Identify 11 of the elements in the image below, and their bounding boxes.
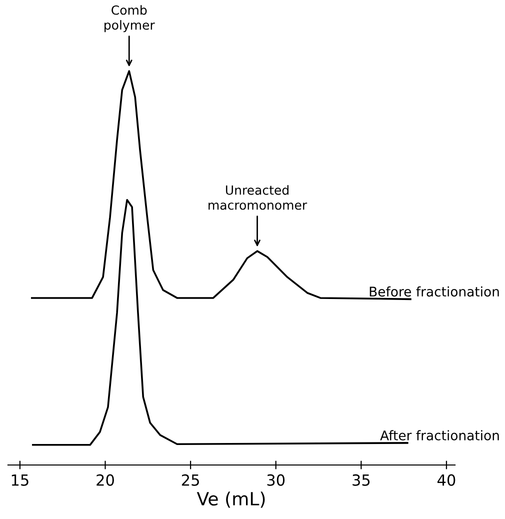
annotation: Unreacted macromonomer bbox=[208, 185, 308, 210]
x-tick-label: 15 bbox=[12, 474, 28, 486]
series-label: Before fractionation bbox=[370, 286, 499, 297]
x-tick-label: 40 bbox=[437, 474, 456, 486]
x-tick-label: 30 bbox=[267, 474, 285, 486]
annotation: Comb polymer bbox=[104, 5, 155, 32]
x-tick-label: 35 bbox=[352, 474, 370, 486]
x-tick-label: 20 bbox=[96, 474, 114, 486]
series-label: After fractionation bbox=[380, 430, 499, 440]
x-tick-label: 25 bbox=[182, 474, 199, 486]
x-axis-title: Ve (mL) bbox=[196, 492, 265, 508]
